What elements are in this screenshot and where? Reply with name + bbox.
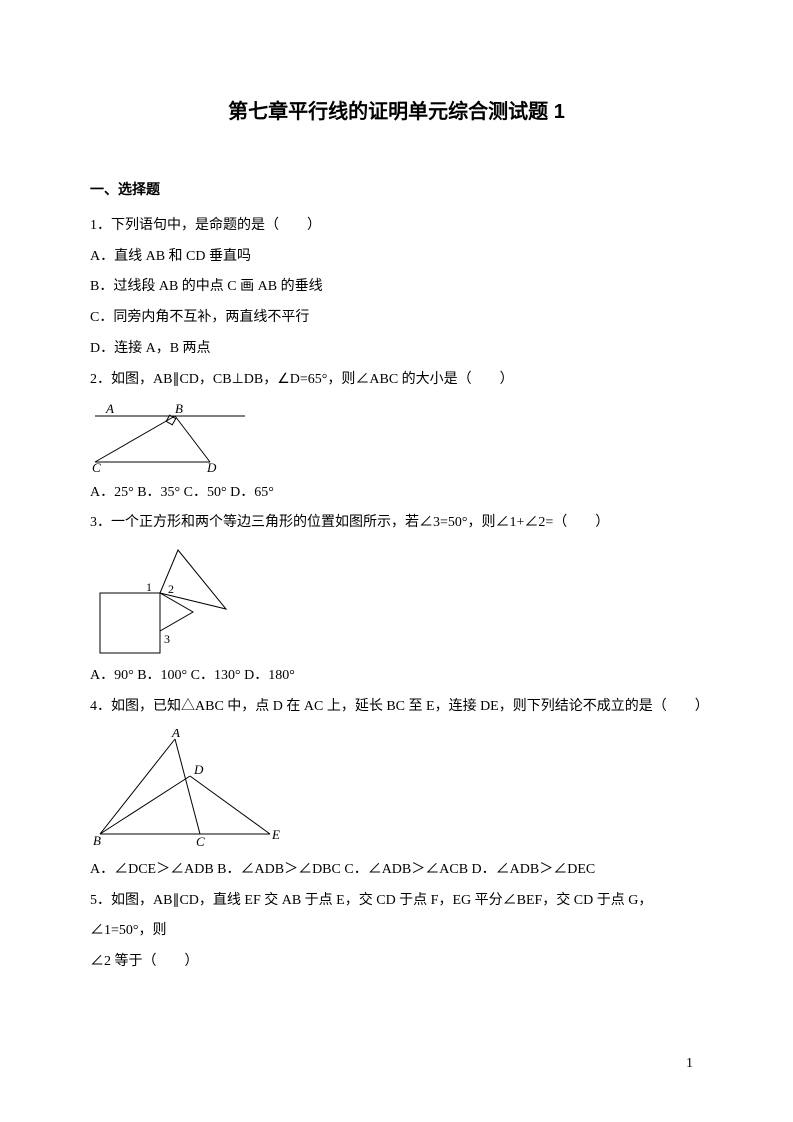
page-title: 第七章平行线的证明单元综合测试题 1 xyxy=(90,90,703,134)
page: 第七章平行线的证明单元综合测试题 1 一、选择题 1．下列语句中，是命题的是（ … xyxy=(0,0,793,1018)
q4-stem: 4．如图，已知△ABC 中，点 D 在 AC 上，延长 BC 至 E，连接 DE… xyxy=(90,692,703,723)
q2-label-a: A xyxy=(105,402,114,416)
q4-label-b: B xyxy=(93,833,101,848)
q4-label-c: C xyxy=(196,834,205,849)
q2-label-b: B xyxy=(175,402,183,416)
q1-stem: 1．下列语句中，是命题的是（ ） xyxy=(90,211,703,242)
q5-line2: ∠2 等于（ ） xyxy=(90,947,703,978)
q3-label-3: 3 xyxy=(164,632,170,646)
q2-label-c: C xyxy=(92,460,101,472)
q2-label-d: D xyxy=(206,460,217,472)
q1-option-b: B．过线段 AB 的中点 C 画 AB 的垂线 xyxy=(90,272,703,303)
q2-figure: A B C D xyxy=(90,402,703,472)
q1-option-d: D．连接 A，B 两点 xyxy=(90,334,703,365)
q4-label-e: E xyxy=(271,827,280,842)
q3-label-2: 2 xyxy=(168,582,174,596)
q2-stem: 2．如图，AB∥CD，CB⊥DB，∠D=65°，则∠ABC 的大小是（ ） xyxy=(90,365,703,396)
q1-option-c: C．同旁内角不互补，两直线不平行 xyxy=(90,303,703,334)
q1-option-a: A．直线 AB 和 CD 垂直吗 xyxy=(90,242,703,273)
q4-figure: A B C D E xyxy=(90,729,703,849)
page-number: 1 xyxy=(686,1056,693,1072)
q4-label-a: A xyxy=(171,729,180,740)
q3-stem: 3．一个正方形和两个等边三角形的位置如图所示，若∠3=50°，则∠1+∠2=（ … xyxy=(90,508,703,539)
q5-line1: 5．如图，AB∥CD，直线 EF 交 AB 于点 E，交 CD 于点 F，EG … xyxy=(90,886,703,948)
q4-label-d: D xyxy=(193,762,204,777)
q3-options: A．90° B．100° C．130° D．180° xyxy=(90,661,703,692)
q2-options: A．25° B．35° C．50° D．65° xyxy=(90,478,703,509)
q3-figure: 1 2 3 xyxy=(90,545,703,655)
q4-options: A．∠DCE＞∠ADB B．∠ADB＞∠DBC C．∠ADB＞∠ACB D．∠A… xyxy=(90,855,703,886)
q3-label-1: 1 xyxy=(146,580,152,594)
section-heading: 一、选择题 xyxy=(90,174,703,205)
